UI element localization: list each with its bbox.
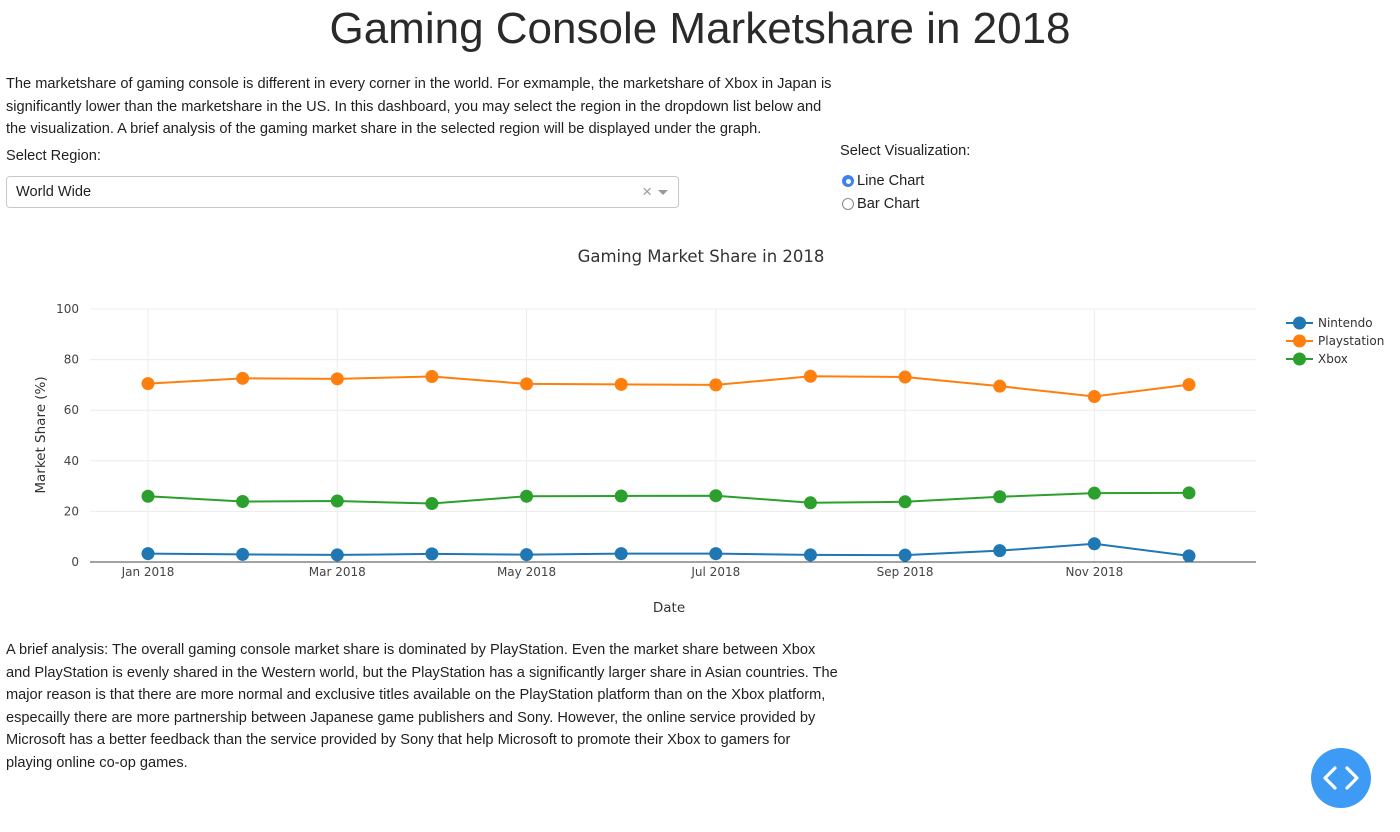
legend-label: Xbox bbox=[1318, 352, 1348, 366]
data-point-xbox bbox=[1087, 486, 1101, 500]
legend-label: Nintendo bbox=[1318, 316, 1373, 330]
x-axis-ticks: Jan 2018 Mar 2018 May 2018 Jul 2018 Sep 2018… bbox=[121, 565, 1124, 579]
legend-marker bbox=[1293, 352, 1306, 366]
code-icon bbox=[1323, 766, 1359, 790]
page-title: Gaming Console Marketshare in 2018 bbox=[329, 4, 1071, 53]
y-tick-label: 0 bbox=[71, 555, 79, 569]
data-point-nintendo bbox=[993, 544, 1007, 558]
data-point-playstation bbox=[898, 370, 912, 384]
data-point-nintendo bbox=[803, 548, 817, 562]
y-tick-label: 60 bbox=[64, 403, 79, 417]
analysis-text: A brief analysis: The overall gaming con… bbox=[6, 642, 838, 771]
data-point-xbox bbox=[1182, 486, 1196, 500]
series-xbox bbox=[141, 486, 1196, 511]
chevron-down-icon[interactable] bbox=[658, 190, 668, 195]
legend-label: Playstation bbox=[1318, 334, 1384, 348]
y-tick-label: 100 bbox=[56, 302, 79, 316]
data-point-playstation bbox=[993, 379, 1007, 393]
radio-bar-chart[interactable]: Bar Chart bbox=[842, 196, 919, 212]
x-tick-label: Jul 2018 bbox=[690, 565, 740, 579]
y-tick-label: 40 bbox=[64, 454, 79, 468]
region-selected-value: World Wide bbox=[16, 184, 92, 200]
data-point-playstation bbox=[520, 377, 534, 391]
data-point-xbox bbox=[520, 489, 534, 503]
legend-marker bbox=[1293, 316, 1306, 330]
radio-label-bar-chart: Bar Chart bbox=[857, 196, 920, 212]
y-axis-ticks: 0 20 40 60 80 100 bbox=[56, 302, 79, 569]
market-share-chart: Gaming Market Share in 2018 0 20 40 60 80 100… bbox=[33, 247, 1384, 616]
region-label: Select Region: bbox=[6, 148, 101, 164]
legend-item-xbox[interactable]: Xbox bbox=[1286, 352, 1348, 366]
data-point-nintendo bbox=[141, 547, 155, 561]
data-point-playstation bbox=[141, 377, 155, 391]
data-point-nintendo bbox=[614, 547, 628, 561]
data-point-playstation bbox=[1087, 390, 1101, 404]
legend-item-playstation[interactable]: Playstation bbox=[1286, 334, 1384, 348]
series-line-playstation bbox=[147, 375, 1190, 398]
data-point-xbox bbox=[236, 495, 250, 509]
data-point-playstation bbox=[709, 378, 723, 392]
radio-button-unchecked[interactable] bbox=[842, 198, 854, 210]
data-point-xbox bbox=[330, 494, 344, 508]
visualization-label: Select Visualization: bbox=[840, 143, 971, 159]
data-point-playstation bbox=[236, 371, 250, 385]
chart-title: Gaming Market Share in 2018 bbox=[578, 247, 825, 266]
data-point-xbox bbox=[898, 495, 912, 509]
data-point-playstation bbox=[803, 369, 817, 383]
data-point-nintendo bbox=[1087, 537, 1101, 551]
series-line-xbox bbox=[147, 491, 1190, 505]
legend-item-nintendo[interactable]: Nintendo bbox=[1286, 316, 1373, 330]
data-point-xbox bbox=[614, 489, 628, 503]
code-toggle-button[interactable] bbox=[1311, 748, 1371, 808]
series-playstation bbox=[141, 369, 1196, 404]
data-point-xbox bbox=[709, 489, 723, 503]
x-tick-label: Jan 2018 bbox=[121, 565, 175, 579]
data-point-nintendo bbox=[898, 548, 912, 562]
chart-series bbox=[141, 369, 1196, 563]
radio-label-line-chart: Line Chart bbox=[857, 173, 925, 189]
x-tick-label: Nov 2018 bbox=[1065, 565, 1123, 579]
data-point-xbox bbox=[803, 496, 817, 510]
radio-line-chart[interactable]: Line Chart bbox=[842, 173, 924, 189]
y-axis-label: Market Share (%) bbox=[33, 376, 49, 493]
data-point-playstation bbox=[425, 370, 439, 384]
y-tick-label: 20 bbox=[64, 504, 79, 518]
series-nintendo bbox=[141, 537, 1196, 563]
data-point-nintendo bbox=[425, 547, 439, 561]
x-tick-label: Mar 2018 bbox=[309, 565, 366, 579]
data-point-xbox bbox=[993, 490, 1007, 504]
data-point-playstation bbox=[1182, 378, 1196, 392]
data-point-playstation bbox=[330, 372, 344, 386]
data-point-nintendo bbox=[709, 547, 723, 561]
data-point-nintendo bbox=[1182, 549, 1196, 563]
radio-button-checked[interactable] bbox=[842, 175, 854, 187]
data-point-xbox bbox=[141, 489, 155, 503]
y-tick-label: 80 bbox=[64, 353, 79, 367]
data-point-xbox bbox=[425, 497, 439, 511]
chart-legend: Nintendo Playstation Xbox bbox=[1286, 316, 1384, 366]
region-dropdown[interactable]: World Wide × bbox=[6, 176, 679, 208]
data-point-nintendo bbox=[236, 547, 250, 561]
data-point-nintendo bbox=[330, 548, 344, 562]
x-tick-label: Sep 2018 bbox=[877, 565, 934, 579]
data-point-playstation bbox=[614, 377, 628, 391]
chart-grid bbox=[90, 308, 1256, 563]
series-line-nintendo bbox=[147, 542, 1190, 557]
x-axis-label: Date bbox=[653, 600, 685, 616]
data-point-nintendo bbox=[520, 548, 534, 562]
legend-marker bbox=[1293, 334, 1306, 348]
intro-text: The marketshare of gaming console is dif… bbox=[6, 76, 832, 138]
clear-icon[interactable]: × bbox=[642, 182, 652, 201]
x-tick-label: May 2018 bbox=[497, 565, 556, 579]
